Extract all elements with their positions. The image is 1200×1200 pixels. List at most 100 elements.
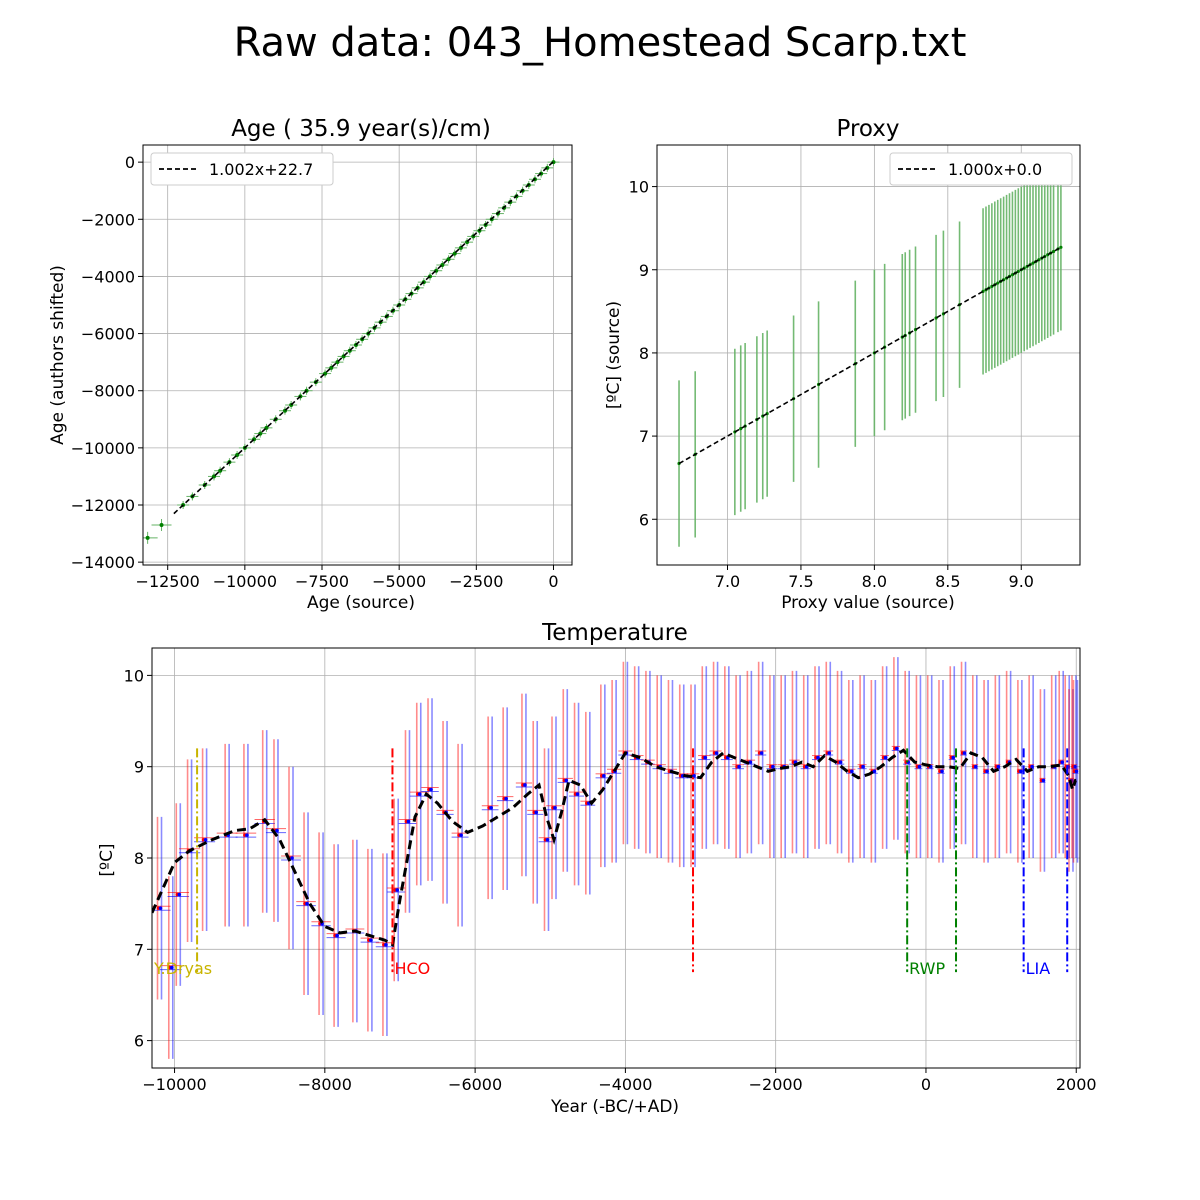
age-ytick-label: −8000 [81, 382, 135, 401]
proxy-legend: 1.000x+0.0 [889, 152, 1073, 186]
age-xtick-label: −10000 [213, 572, 277, 591]
proxy-fit-line [678, 246, 1062, 465]
temperature-point-blue [951, 755, 956, 760]
age-xtick-label: −12500 [136, 572, 200, 591]
period-label-rwp: RWP [909, 959, 945, 978]
temperature-point-blue [737, 764, 741, 769]
temperature-xlabel: Year (-BC/+AD) [550, 1097, 679, 1117]
age-xlabel: Age (source) [307, 593, 415, 613]
temperature-point-blue [417, 792, 422, 796]
temperature-ytick-label: 6 [134, 1032, 144, 1051]
proxy-ytick-label: 8 [639, 344, 649, 363]
temperature-point-blue [523, 783, 527, 787]
temperature-point-blue [275, 828, 279, 833]
temperature-point-blue [827, 751, 832, 755]
age-grid [143, 145, 572, 565]
age-ytick-label: 0 [125, 153, 135, 172]
temperature-point-blue [996, 764, 1001, 769]
proxy-grid [657, 145, 1080, 565]
age-legend-entry: 1.002x+22.7 [209, 160, 313, 179]
temperature-point-blue [395, 888, 400, 892]
age-ytick-label: −14000 [71, 553, 135, 572]
temperature-point-blue [429, 787, 433, 792]
age-title: Age ( 35.9 year(s)/cm) [231, 116, 491, 142]
temperature-point-blue [564, 778, 569, 783]
temperature-point-blue [872, 769, 877, 774]
period-label-lia: LIA [1026, 959, 1051, 978]
temperature-point-blue [384, 942, 388, 947]
temperature-point-blue [883, 755, 888, 760]
proxy-ytick-label: 10 [629, 178, 649, 197]
temperature-xtick-label: −4000 [598, 1075, 652, 1094]
temperature-ytick-label: 10 [124, 666, 144, 685]
temperature-xtick-label: −6000 [448, 1075, 502, 1094]
temperature-xtick-label: −2000 [749, 1075, 803, 1094]
temperature-point-blue [748, 760, 753, 764]
proxy-ytick-label: 7 [639, 427, 649, 446]
temperature-point-blue [974, 764, 978, 769]
temperature-point-blue [771, 764, 775, 769]
proxy-point [1051, 249, 1056, 254]
temperature-point-blue [861, 764, 865, 769]
proxy-legend-box [889, 152, 1073, 186]
age-panel: Age ( 35.9 year(s)/cm) Age (source) Age … [48, 116, 573, 613]
period-label-hco: HCO [394, 959, 430, 978]
temperature-point-blue [169, 965, 174, 970]
temperature-point-blue [940, 769, 944, 774]
age-ytick-label: −4000 [81, 267, 135, 286]
age-frame [142, 144, 573, 566]
temperature-point-blue [534, 810, 539, 815]
proxy-ytick-label: 9 [639, 261, 649, 280]
temperature-point-blue [245, 833, 249, 837]
age-xtick-label: −7500 [295, 572, 349, 591]
temperature-point-blue [158, 906, 163, 911]
temperature-point-blue [1073, 764, 1077, 769]
temperature-xtick-label: 0 [921, 1075, 931, 1094]
proxy-point [1031, 261, 1035, 265]
proxy-xtick-label: 7.0 [715, 572, 740, 591]
age-ylabel: Age (authors shifted) [48, 265, 68, 445]
temperature-point-blue [985, 769, 989, 774]
temperature-point-blue [553, 805, 557, 810]
age-fit-line [173, 160, 555, 515]
proxy-ylabel: [ºC] (source) [604, 301, 624, 409]
proxy-legend-entry: 1.000x+0.0 [948, 160, 1042, 179]
temperature-point-blue [369, 938, 373, 942]
temperature-trend-line [152, 748, 1077, 948]
temperature-point-blue [917, 764, 922, 769]
temperature-point-blue [1019, 769, 1023, 774]
proxy-title: Proxy [836, 116, 899, 142]
temperature-ylabel: [ºC] [97, 843, 117, 876]
temperature-point-blue [177, 892, 182, 897]
temperature-point-blue [714, 751, 719, 755]
temperature-point-blue [575, 792, 580, 796]
proxy-xtick-label: 8.0 [862, 572, 887, 591]
temperature-point-blue [602, 774, 606, 778]
temperature-xtick-label: 2000 [1056, 1075, 1097, 1094]
temperature-point-blue [816, 755, 820, 760]
temperature-xtick-label: −8000 [298, 1075, 352, 1094]
temperature-ytick-label: 9 [134, 758, 144, 777]
age-xtick-label: −2500 [449, 572, 503, 591]
proxy-point [1059, 245, 1063, 249]
temperature-point-blue [305, 901, 309, 906]
temperature-title: Temperature [541, 620, 688, 646]
age-point [159, 523, 164, 527]
temperature-point-blue [1060, 760, 1065, 764]
age-legend: 1.002x+22.7 [150, 152, 334, 186]
age-ytick-label: −2000 [81, 210, 135, 229]
proxy-xtick-label: 9.0 [1009, 572, 1034, 591]
proxy-plot-area [677, 164, 1063, 547]
proxy-frame [656, 144, 1081, 566]
age-xtick-label: −5000 [372, 572, 426, 591]
temperature-point-blue [692, 774, 696, 778]
temperature-point-blue [703, 755, 708, 760]
proxy-xlabel: Proxy value (source) [781, 593, 955, 613]
temperature-point-blue [489, 805, 493, 810]
temperature-point-blue [406, 819, 411, 824]
age-xtick-label: 0 [548, 572, 558, 591]
proxy-panel: Proxy Proxy value (source) [ºC] (source)… [604, 116, 1081, 613]
age-ytick-label: −10000 [71, 439, 135, 458]
period-label-ydryas: Y.Dryas [153, 959, 212, 978]
